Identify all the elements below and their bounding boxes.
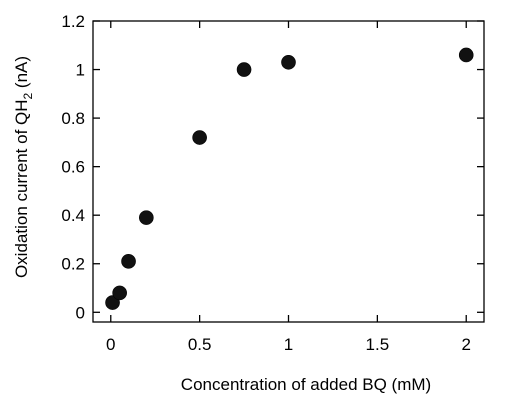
data-point	[458, 47, 474, 63]
y-tick-label: 1.2	[61, 12, 85, 31]
data-point	[281, 54, 296, 70]
y-axis-title-main: Oxidation current of QH	[12, 99, 31, 278]
y-tick-label: 0.8	[61, 109, 85, 128]
data-point	[112, 285, 127, 301]
y-axis-title-subscript: 2	[21, 92, 35, 99]
x-axis-title: Concentration of added BQ (mM)	[181, 375, 431, 394]
data-points	[105, 47, 474, 310]
data-point	[139, 210, 154, 225]
tick-labels: 0 0.5 1 1.5 2 0 0.2 0.4 0.6 0.8 1 1.2	[61, 12, 471, 354]
y-tick-label: 0.4	[61, 206, 85, 225]
y-axis-title: Oxidation current of QH2 (nA)	[12, 56, 35, 278]
x-tick-label: 1.5	[366, 335, 390, 354]
y-axis-title-unit: (nA)	[12, 56, 31, 93]
y-tick-label: 0.2	[61, 255, 85, 274]
data-point	[236, 62, 252, 77]
data-point	[192, 130, 207, 145]
data-point	[121, 254, 136, 269]
tick-marks	[93, 20, 484, 322]
y-tick-label: 1	[76, 61, 85, 80]
y-tick-label: 0.6	[61, 158, 85, 177]
x-tick-label: 1	[284, 335, 293, 354]
x-tick-label: 2	[461, 335, 470, 354]
x-tick-label: 0.5	[188, 335, 212, 354]
x-tick-label: 0	[106, 335, 115, 354]
y-tick-label: 0	[76, 303, 85, 322]
